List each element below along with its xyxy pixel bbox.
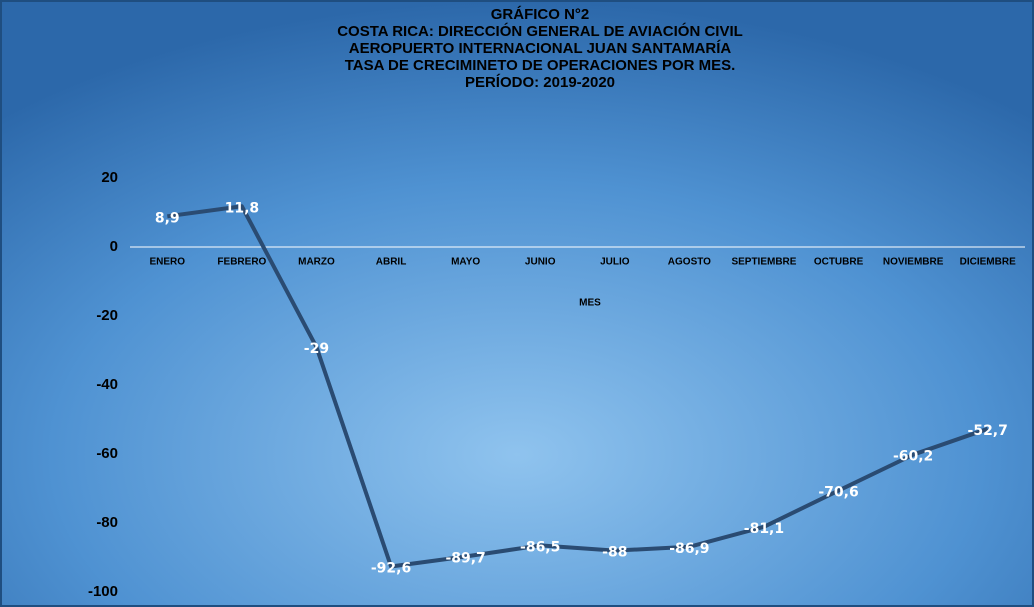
data-label: -86,5 bbox=[520, 539, 560, 555]
x-tick-label: FEBRERO bbox=[217, 257, 266, 268]
x-axis-label: MES bbox=[579, 298, 601, 309]
data-label: -29 bbox=[304, 341, 329, 357]
y-tick-label: 20 bbox=[101, 169, 118, 186]
x-tick-label: AGOSTO bbox=[668, 257, 711, 268]
y-tick-label: -40 bbox=[96, 376, 118, 393]
y-tick-label: -80 bbox=[96, 514, 118, 531]
x-tick-label: NOVIEMBRE bbox=[883, 257, 944, 268]
y-tick-label: -100 bbox=[88, 583, 118, 600]
chart-title: AEROPUERTO INTERNACIONAL JUAN SANTAMARÍA bbox=[349, 40, 732, 57]
chart-title: TASA DE CRECIMINETO DE OPERACIONES POR M… bbox=[345, 57, 736, 74]
x-tick-label: JUNIO bbox=[525, 257, 556, 268]
data-label: -89,7 bbox=[445, 550, 485, 566]
x-tick-label: OCTUBRE bbox=[814, 257, 864, 268]
y-tick-label: -20 bbox=[96, 307, 118, 324]
chart-title: COSTA RICA: DIRECCIÓN GENERAL DE AVIACIÓ… bbox=[337, 22, 743, 40]
x-tick-label: MAYO bbox=[451, 257, 480, 268]
line bbox=[167, 204, 989, 569]
data-label: -86,9 bbox=[669, 541, 709, 557]
data-label: -52,7 bbox=[968, 423, 1008, 439]
x-tick-label: ENERO bbox=[150, 257, 186, 268]
data-label: 11,8 bbox=[225, 200, 260, 216]
chart-title: PERÍODO: 2019-2020 bbox=[465, 74, 615, 91]
x-tick-label: JULIO bbox=[600, 257, 630, 268]
data-label: -92,6 bbox=[371, 560, 411, 576]
data-label: -81,1 bbox=[744, 521, 784, 537]
chart-title: GRÁFICO N°2 bbox=[491, 6, 590, 23]
data-label: -88 bbox=[602, 545, 627, 561]
x-tick-label: DICIEMBRE bbox=[960, 257, 1016, 268]
data-label: -70,6 bbox=[818, 485, 858, 501]
data-label: 8,9 bbox=[155, 210, 180, 226]
y-tick-label: -60 bbox=[96, 445, 118, 462]
x-tick-label: SEPTIEMBRE bbox=[731, 257, 796, 268]
x-tick-label: ABRIL bbox=[376, 257, 407, 268]
y-tick-label: 0 bbox=[110, 238, 118, 255]
data-label: -60,2 bbox=[893, 449, 933, 465]
x-tick-label: MARZO bbox=[298, 257, 335, 268]
